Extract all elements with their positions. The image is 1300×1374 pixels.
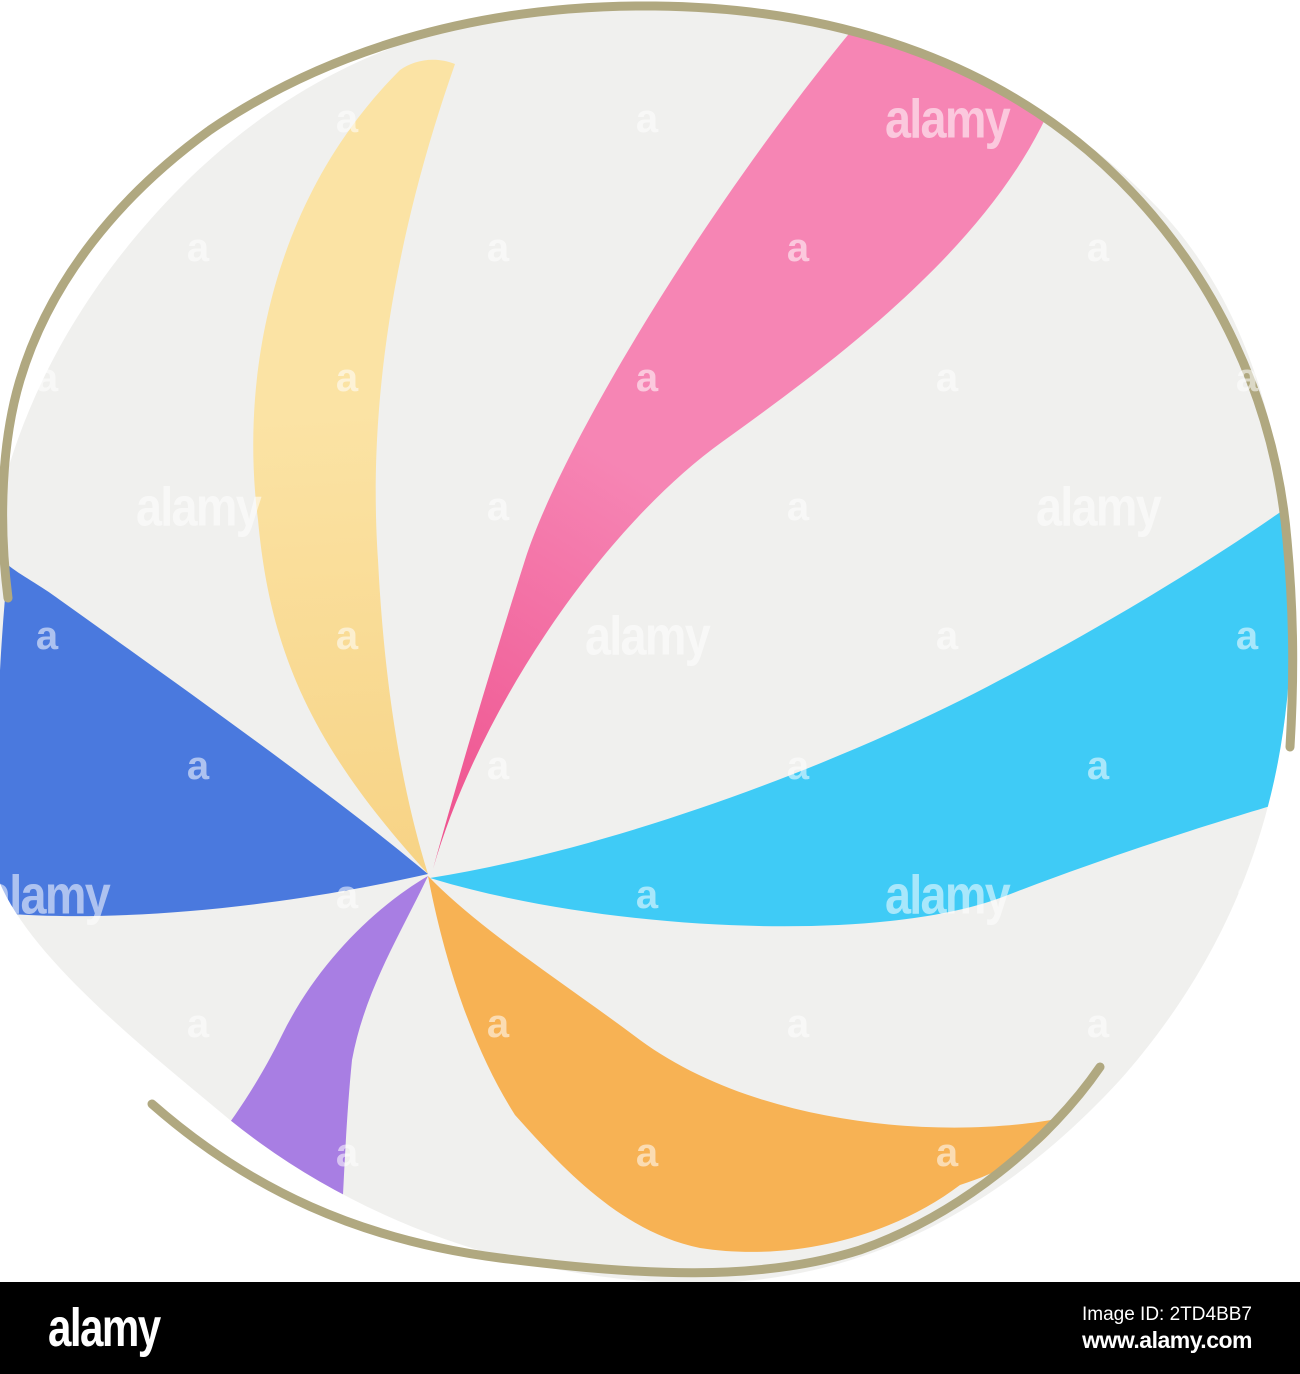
alamy-url: www.alamy.com bbox=[1082, 1327, 1252, 1353]
footer-bar: alamy Image ID: 2TD4BB7 www.alamy.com bbox=[0, 1282, 1300, 1374]
stripe-orange bbox=[428, 876, 1062, 1252]
alamy-logo: alamy bbox=[48, 1298, 161, 1358]
stripe-cyan bbox=[430, 508, 1291, 927]
beach-ball-illustration bbox=[0, 1, 1298, 1283]
ball-outline-top-arc bbox=[0, 1, 1298, 752]
image-id: Image ID: 2TD4BB7 bbox=[1081, 1304, 1252, 1325]
ball-outline-bottom-arc bbox=[147, 1062, 1105, 1278]
image-meta: Image ID: 2TD4BB7 www.alamy.com bbox=[1081, 1302, 1253, 1354]
stripe-blue bbox=[0, 565, 428, 917]
stripe-pink bbox=[433, 30, 1062, 869]
stripe-yellow bbox=[253, 59, 455, 875]
stripe-purple bbox=[210, 876, 428, 1214]
